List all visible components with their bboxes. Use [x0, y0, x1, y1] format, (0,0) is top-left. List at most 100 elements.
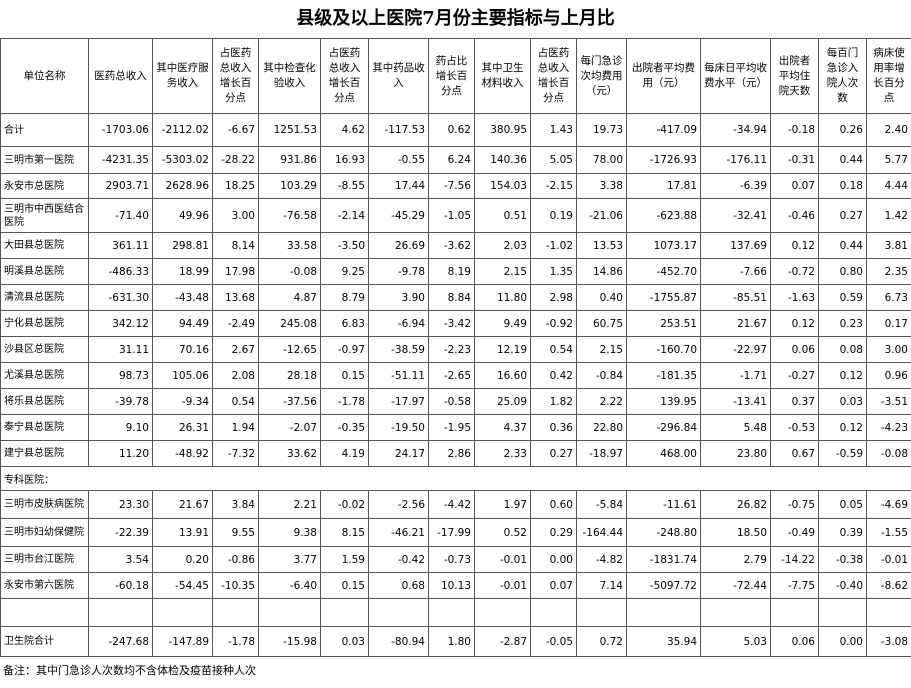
- cell: -6.40: [259, 573, 321, 599]
- cell: -0.02: [321, 491, 369, 519]
- cell: -0.01: [475, 547, 531, 573]
- cell: 0.27: [531, 441, 577, 467]
- cell: -8.55: [321, 174, 369, 199]
- cell: -4231.35: [89, 147, 153, 174]
- cell: 0.26: [819, 114, 867, 147]
- blank-cell: [429, 599, 475, 627]
- cell: -19.50: [369, 415, 429, 441]
- section-row: 专科医院：: [1, 467, 911, 491]
- cell: 0.00: [819, 627, 867, 657]
- cell: 21.67: [153, 491, 213, 519]
- header-cell: 其中药品收入: [369, 39, 429, 114]
- cell: 5.77: [867, 147, 911, 174]
- cell: 16.60: [475, 363, 531, 389]
- cell: -54.45: [153, 573, 213, 599]
- cell: -71.40: [89, 199, 153, 233]
- cell: -0.97: [321, 337, 369, 363]
- cell: -72.44: [701, 573, 771, 599]
- cell: -0.35: [321, 415, 369, 441]
- cell: -452.70: [627, 259, 701, 285]
- section-label: 专科医院：: [1, 467, 911, 491]
- cell: -7.66: [701, 259, 771, 285]
- blank-cell: [369, 599, 429, 627]
- cell: -3.51: [867, 389, 911, 415]
- cell: 18.99: [153, 259, 213, 285]
- cell: 0.59: [819, 285, 867, 311]
- cell: -3.42: [429, 311, 475, 337]
- cell: 21.67: [701, 311, 771, 337]
- cell: -2.49: [213, 311, 259, 337]
- cell: 0.80: [819, 259, 867, 285]
- cell: 1073.17: [627, 233, 701, 259]
- cell: -2.23: [429, 337, 475, 363]
- blank-cell: [1, 599, 89, 627]
- cell: 0.05: [819, 491, 867, 519]
- cell: -80.94: [369, 627, 429, 657]
- cell: 0.39: [819, 519, 867, 547]
- cell: -0.49: [771, 519, 819, 547]
- cell: -2.87: [475, 627, 531, 657]
- header-cell: 其中检查化验收入: [259, 39, 321, 114]
- cell: 1.94: [213, 415, 259, 441]
- row-name: 明溪县总医院: [1, 259, 89, 285]
- cell: 4.87: [259, 285, 321, 311]
- cell: -1.05: [429, 199, 475, 233]
- cell: 2.35: [867, 259, 911, 285]
- cell: -623.88: [627, 199, 701, 233]
- cell: -1.63: [771, 285, 819, 311]
- cell: -34.94: [701, 114, 771, 147]
- cell: 33.62: [259, 441, 321, 467]
- row-name: 将乐县总医院: [1, 389, 89, 415]
- cell: 245.08: [259, 311, 321, 337]
- cell: 0.06: [771, 337, 819, 363]
- cell: 0.52: [475, 519, 531, 547]
- cell: -7.32: [213, 441, 259, 467]
- cell: -0.73: [429, 547, 475, 573]
- cell: -37.56: [259, 389, 321, 415]
- cell: -6.67: [213, 114, 259, 147]
- cell: 0.18: [819, 174, 867, 199]
- cell: -164.44: [577, 519, 627, 547]
- header-cell: 药占比增长百分点: [429, 39, 475, 114]
- cell: -176.11: [701, 147, 771, 174]
- cell: -0.38: [819, 547, 867, 573]
- cell: 1.35: [531, 259, 577, 285]
- blank-cell: [771, 599, 819, 627]
- cell: 11.20: [89, 441, 153, 467]
- cell: 0.03: [321, 627, 369, 657]
- cell: 0.62: [429, 114, 475, 147]
- blank-cell: [867, 599, 911, 627]
- cell: -247.68: [89, 627, 153, 657]
- cell: 8.15: [321, 519, 369, 547]
- cell: -28.22: [213, 147, 259, 174]
- cell: -296.84: [627, 415, 701, 441]
- cell: 78.00: [577, 147, 627, 174]
- cell: 2.08: [213, 363, 259, 389]
- cell: 0.36: [531, 415, 577, 441]
- cell: -417.09: [627, 114, 701, 147]
- cell: 0.44: [819, 147, 867, 174]
- cell: -2.15: [531, 174, 577, 199]
- cell: -248.80: [627, 519, 701, 547]
- cell: 154.03: [475, 174, 531, 199]
- cell: 0.67: [771, 441, 819, 467]
- cell: 31.11: [89, 337, 153, 363]
- cell: 9.38: [259, 519, 321, 547]
- cell: -17.99: [429, 519, 475, 547]
- cell: 2.22: [577, 389, 627, 415]
- cell: -1703.06: [89, 114, 153, 147]
- cell: 0.37: [771, 389, 819, 415]
- blank-cell: [627, 599, 701, 627]
- row-name: 永安市第六医院: [1, 573, 89, 599]
- header-cell: 占医药总收入增长百分点: [321, 39, 369, 114]
- cell: -160.70: [627, 337, 701, 363]
- cell: -1.55: [867, 519, 911, 547]
- blank-cell: [321, 599, 369, 627]
- cell: 18.50: [701, 519, 771, 547]
